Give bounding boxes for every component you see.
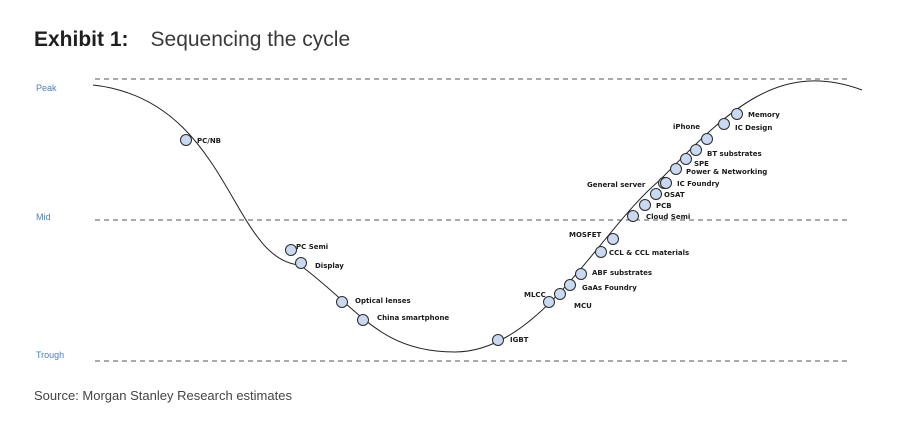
label-mcu: MCU <box>574 302 592 310</box>
label-china-smartphone: China smartphone <box>377 314 449 322</box>
label-general-server: General server <box>587 181 646 189</box>
label-spe: SPE <box>694 160 709 168</box>
trough-label: Trough <box>36 350 64 360</box>
marker-optical-lenses <box>336 296 348 308</box>
label-iphone: iPhone <box>673 123 700 131</box>
marker-china-smartphone <box>357 314 369 326</box>
marker-bt-substrates <box>690 144 702 156</box>
peak-label: Peak <box>36 83 57 93</box>
marker-ccl-and-ccl-materials <box>595 246 607 258</box>
label-ic-foundry: IC Foundry <box>677 180 720 188</box>
label-igbt: IGBT <box>510 336 529 344</box>
marker-gaas-foundry <box>564 279 576 291</box>
exhibit-title: Exhibit 1: Sequencing the cycle <box>34 28 350 52</box>
label-abf-substrates: ABF substrates <box>592 269 652 277</box>
marker-iphone <box>701 133 713 145</box>
marker-mcu <box>543 296 555 308</box>
cycle-curve <box>92 80 863 353</box>
label-cloud-semi: Cloud Semi <box>646 213 690 221</box>
label-osat: OSAT <box>664 191 685 199</box>
label-display: Display <box>315 262 344 270</box>
label-pc-nb: PC/NB <box>197 137 221 145</box>
marker-osat <box>650 188 662 200</box>
mid-label: Mid <box>36 212 51 222</box>
label-optical-lenses: Optical lenses <box>355 297 411 305</box>
exhibit-subtitle: Sequencing the cycle <box>150 28 351 51</box>
label-pc-semi: PC Semi <box>296 243 328 251</box>
marker-ic-design <box>718 118 730 130</box>
label-power-and-networking: Power & Networking <box>686 168 767 176</box>
source-note: Source: Morgan Stanley Research estimate… <box>34 388 292 403</box>
cycle-markers: PC/NB PC Semi Display Optical lenses China s… <box>180 108 780 346</box>
marker-display <box>295 257 307 269</box>
marker-power-and-networking <box>670 163 682 175</box>
label-mosfet: MOSFET <box>569 231 602 239</box>
marker-spe <box>680 153 692 165</box>
marker-mlcc <box>554 288 566 300</box>
marker-memory <box>731 108 743 120</box>
label-bt-substrates: BT substrates <box>707 150 762 158</box>
marker-pc-semi <box>285 244 297 256</box>
marker-pcb <box>639 199 651 211</box>
label-ccl-and-ccl-materials: CCL & CCL materials <box>609 249 689 257</box>
marker-cloud-semi <box>627 210 639 222</box>
marker-pc-nb <box>180 134 192 146</box>
marker-ic-foundry <box>660 177 672 189</box>
label-gaas-foundry: GaAs Foundry <box>582 284 637 292</box>
marker-igbt <box>492 334 504 346</box>
label-pcb: PCB <box>656 202 672 210</box>
label-ic-design: IC Design <box>735 124 772 132</box>
marker-abf-substrates <box>575 268 587 280</box>
label-mlcc: MLCC <box>524 291 546 299</box>
exhibit-number: Exhibit 1: <box>34 28 129 51</box>
marker-mosfet <box>607 233 619 245</box>
label-memory: Memory <box>748 111 780 119</box>
